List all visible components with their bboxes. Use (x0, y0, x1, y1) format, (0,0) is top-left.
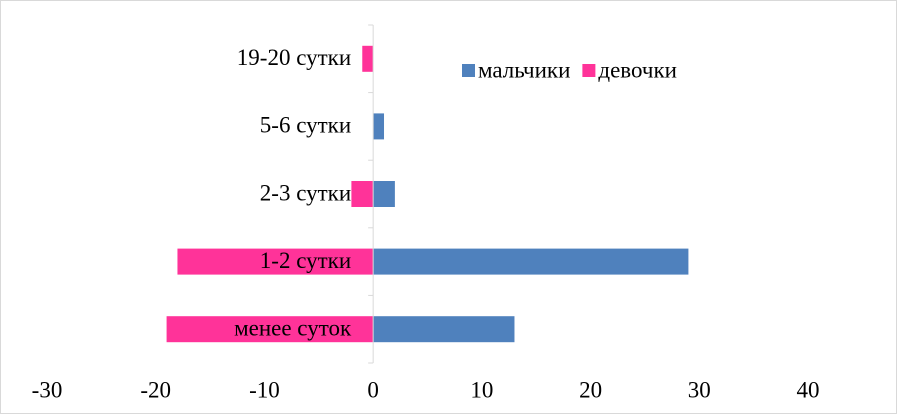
bar (373, 181, 395, 207)
bar (351, 181, 374, 207)
y-tick-label: 2-3 сутки (260, 180, 351, 205)
legend-swatch (462, 64, 475, 77)
x-tick-label: 40 (797, 377, 820, 402)
x-tick-label: 0 (367, 377, 379, 402)
legend-label: девочки (598, 57, 677, 82)
bar (373, 248, 689, 275)
bar (177, 248, 374, 275)
bar (373, 113, 385, 140)
x-tick-label: -20 (140, 377, 171, 402)
x-tick-label: 20 (579, 377, 602, 402)
x-tick-label: -10 (249, 377, 280, 402)
bar (373, 316, 515, 343)
bar (166, 316, 374, 343)
legend-swatch (582, 64, 596, 77)
y-tick-label: менее суток (234, 315, 352, 340)
y-tick-label: 1-2 сутки (260, 248, 351, 273)
x-tick-label: 10 (470, 377, 493, 402)
x-tick-label: -30 (32, 377, 63, 402)
legend-label: мальчики (478, 57, 570, 82)
bar (362, 45, 374, 72)
x-tick-label: 30 (688, 377, 711, 402)
y-tick-label: 5-6 сутки (260, 113, 351, 138)
y-tick-label: 19-20 сутки (237, 45, 351, 70)
